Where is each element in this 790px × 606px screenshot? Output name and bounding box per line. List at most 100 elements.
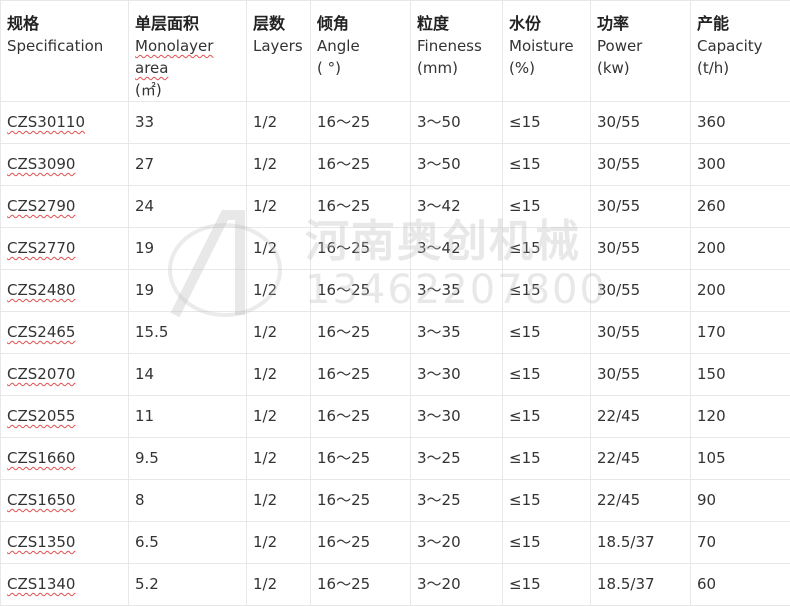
- table-cell: 1/2: [247, 228, 311, 270]
- cell-text: 16～25: [317, 155, 370, 173]
- table-cell: ≤15: [503, 270, 591, 312]
- cell-text: 3～20: [417, 533, 461, 551]
- cell-text: CZS1660: [7, 449, 75, 467]
- cell-text: ≤15: [509, 323, 541, 341]
- header-en: Capacity: [697, 35, 784, 57]
- table-cell: CZS2770: [1, 228, 129, 270]
- header-en: Angle: [317, 35, 404, 57]
- table-cell: 150: [691, 354, 790, 396]
- cell-text: 19: [135, 281, 154, 299]
- cell-text: 1/2: [253, 155, 277, 173]
- cell-text: 90: [697, 491, 716, 509]
- cell-text: 19: [135, 239, 154, 257]
- cell-text: 3～25: [417, 449, 461, 467]
- cell-text: 16～25: [317, 407, 370, 425]
- cell-text: 1/2: [253, 491, 277, 509]
- header-unit: (kw): [597, 57, 684, 79]
- header-en: Specification: [7, 35, 122, 57]
- cell-text: 150: [697, 365, 726, 383]
- table-cell: ≤15: [503, 102, 591, 144]
- table-cell: 33: [129, 102, 247, 144]
- cell-text: 16～25: [317, 491, 370, 509]
- table-cell: 3～42: [411, 186, 503, 228]
- table-cell: 3～35: [411, 270, 503, 312]
- cell-text: ≤15: [509, 575, 541, 593]
- header-zh: 倾角: [317, 13, 404, 35]
- cell-text: 11: [135, 407, 154, 425]
- table-cell: 30/55: [591, 144, 691, 186]
- cell-text: 1/2: [253, 239, 277, 257]
- header-unit: (%): [509, 57, 584, 79]
- table-cell: CZS2465: [1, 312, 129, 354]
- cell-text: 105: [697, 449, 726, 467]
- cell-text: 8: [135, 491, 145, 509]
- cell-text: ≤15: [509, 113, 541, 131]
- cell-text: 16～25: [317, 533, 370, 551]
- cell-text: CZS3090: [7, 155, 75, 173]
- table-cell: 14: [129, 354, 247, 396]
- table-cell: 3～20: [411, 522, 503, 564]
- table-cell: CZS1350: [1, 522, 129, 564]
- table-cell: 1/2: [247, 354, 311, 396]
- table-cell: 22/45: [591, 480, 691, 522]
- table-cell: 30/55: [591, 312, 691, 354]
- table-cell: 16～25: [311, 270, 411, 312]
- cell-text: 18.5/37: [597, 575, 655, 593]
- cell-text: CZS2770: [7, 239, 75, 257]
- cell-text: 16～25: [317, 365, 370, 383]
- cell-text: 16～25: [317, 449, 370, 467]
- header-en: Power: [597, 35, 684, 57]
- cell-text: 9.5: [135, 449, 159, 467]
- table-cell: 1/2: [247, 396, 311, 438]
- cell-text: ≤15: [509, 449, 541, 467]
- table-cell: 3～30: [411, 354, 503, 396]
- table-cell: 6.5: [129, 522, 247, 564]
- cell-text: 120: [697, 407, 726, 425]
- table-cell: 16～25: [311, 354, 411, 396]
- header-unit: (㎡): [135, 79, 240, 101]
- table-cell: 30/55: [591, 186, 691, 228]
- cell-text: CZS30110: [7, 113, 85, 131]
- table-cell: CZS2480: [1, 270, 129, 312]
- table-cell: CZS30110: [1, 102, 129, 144]
- table-cell: CZS2790: [1, 186, 129, 228]
- cell-text: 3～20: [417, 575, 461, 593]
- table-cell: ≤15: [503, 438, 591, 480]
- cell-text: 3～30: [417, 407, 461, 425]
- table-cell: 16～25: [311, 396, 411, 438]
- cell-text: ≤15: [509, 407, 541, 425]
- table-cell: 1/2: [247, 564, 311, 606]
- cell-text: CZS2055: [7, 407, 75, 425]
- table-cell: 1/2: [247, 522, 311, 564]
- table-cell: 16～25: [311, 228, 411, 270]
- table-cell: 11: [129, 396, 247, 438]
- cell-text: CZS1350: [7, 533, 75, 551]
- cell-text: 30/55: [597, 281, 640, 299]
- table-cell: 18.5/37: [591, 522, 691, 564]
- header-zh: 产能: [697, 13, 784, 35]
- header-zh: 粒度: [417, 13, 496, 35]
- table-cell: 120: [691, 396, 790, 438]
- table-cell: 19: [129, 270, 247, 312]
- cell-text: 360: [697, 113, 726, 131]
- cell-text: 300: [697, 155, 726, 173]
- table-cell: ≤15: [503, 228, 591, 270]
- table-cell: 5.2: [129, 564, 247, 606]
- cell-text: 16～25: [317, 575, 370, 593]
- cell-text: 60: [697, 575, 716, 593]
- table-cell: ≤15: [503, 396, 591, 438]
- cell-text: 3～35: [417, 281, 461, 299]
- table-cell: ≤15: [503, 312, 591, 354]
- table-cell: 16～25: [311, 564, 411, 606]
- cell-text: ≤15: [509, 533, 541, 551]
